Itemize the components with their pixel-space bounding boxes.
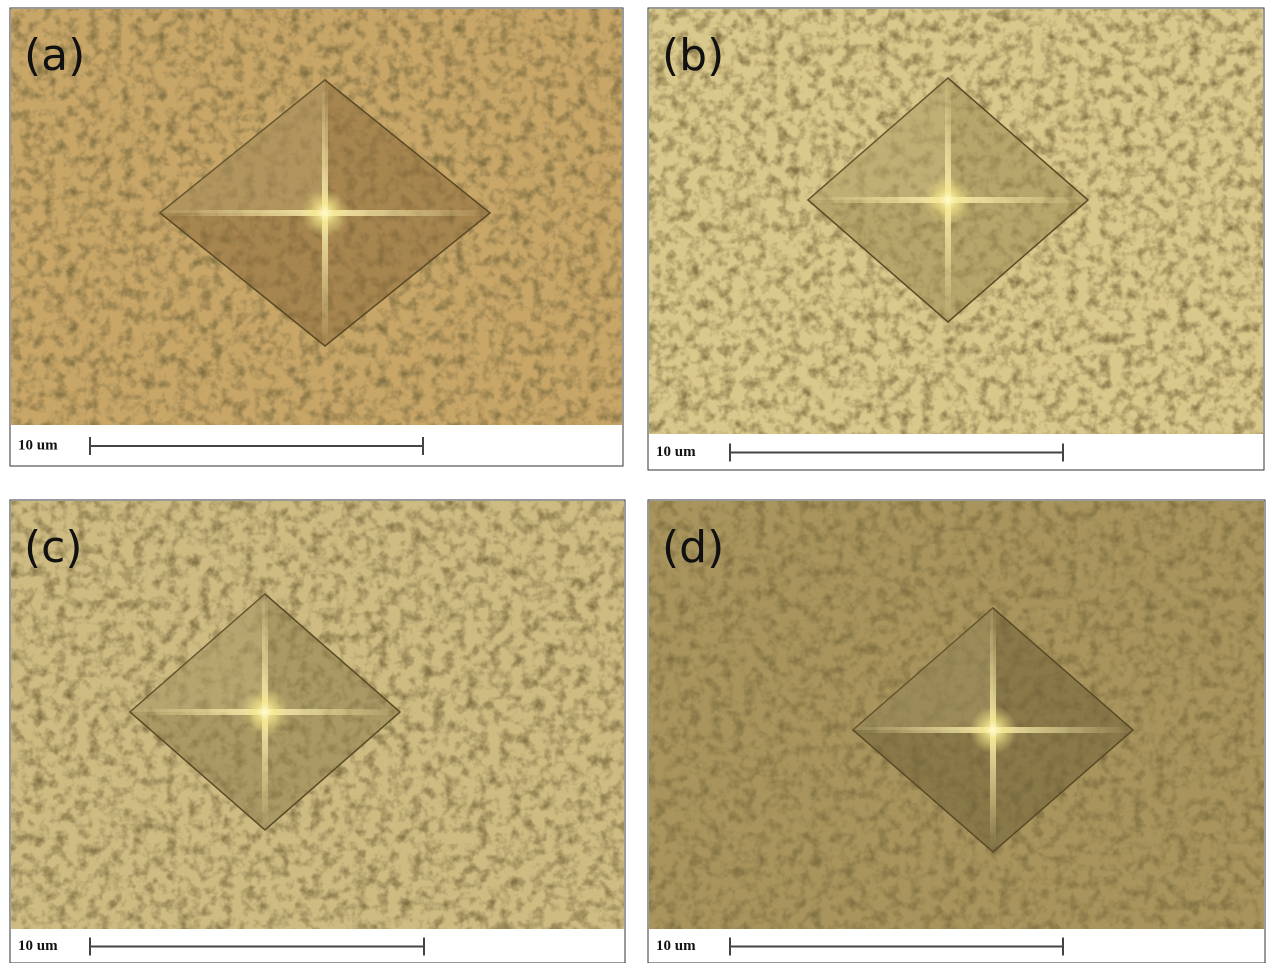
panel: (c) 10 um <box>10 500 625 963</box>
scale-label: 10 um <box>18 938 58 954</box>
indent-center <box>241 688 289 736</box>
panel-label: (b) <box>662 30 724 81</box>
panel-label: (c) <box>24 522 83 573</box>
indent-center <box>969 706 1017 754</box>
page: (a)10 um(b)10 um(c)10 um(d)10 um (() => … <box>0 0 1268 963</box>
scale-label: 10 um <box>18 437 58 453</box>
panel: (d) 10 um <box>648 500 1265 963</box>
panel: (a) 10 um <box>10 8 623 466</box>
panel-label: (a) <box>24 30 85 81</box>
scale-label: 10 um <box>656 444 696 460</box>
scale-label: 10 um <box>656 938 696 954</box>
panel-label: (d) <box>662 522 724 573</box>
figure: (a) 10 um (b) 10 um (c) 10 um (d) 10 um <box>0 0 1268 963</box>
indent-center <box>924 176 972 224</box>
panel: (b) 10 um <box>648 8 1264 470</box>
indent-center <box>301 189 349 237</box>
